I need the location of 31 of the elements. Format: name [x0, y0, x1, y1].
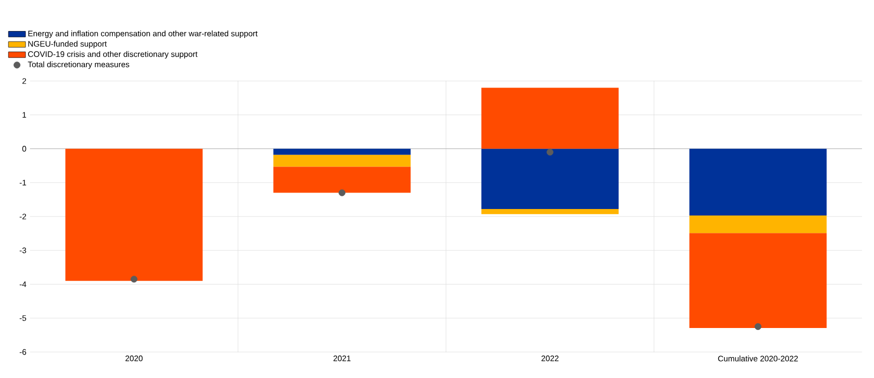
y-tick-label: -3: [20, 248, 26, 254]
bar: [689, 215, 827, 234]
bar: [689, 148, 827, 216]
legend-label: COVID-19 crisis and other discretionary support: [28, 51, 198, 59]
point: [754, 323, 762, 330]
bar: [273, 166, 411, 193]
point: [130, 276, 138, 283]
bar: [273, 154, 411, 167]
bar: [481, 88, 619, 149]
bar: [273, 148, 411, 155]
bar: [65, 148, 203, 281]
bar: [481, 148, 619, 210]
bar: [481, 209, 619, 214]
bar: [689, 233, 827, 328]
point: [338, 189, 346, 196]
x-tick-label: Cumulative 2020-2022: [718, 356, 798, 362]
legend-label: NGEU-funded support: [28, 40, 107, 48]
y-tick-label: -4: [20, 281, 26, 287]
x-tick-label: 2020: [126, 356, 143, 362]
y-tick-label: -6: [20, 349, 26, 355]
x-tick-label: 2021: [334, 356, 351, 362]
x-tick-label: 2022: [542, 356, 558, 362]
y-tick-label: 0: [22, 146, 26, 152]
y-tick-label: -2: [20, 214, 26, 220]
y-tick-label: -5: [20, 315, 26, 321]
point: [546, 148, 554, 156]
legend-label: Total discretionary measures: [28, 61, 130, 69]
y-tick-label: 2: [22, 78, 26, 84]
y-tick-label: -1: [20, 180, 26, 186]
legend-label: Energy and inflation compensation and other war-related support: [28, 30, 258, 38]
y-tick-label: 1: [22, 112, 26, 118]
